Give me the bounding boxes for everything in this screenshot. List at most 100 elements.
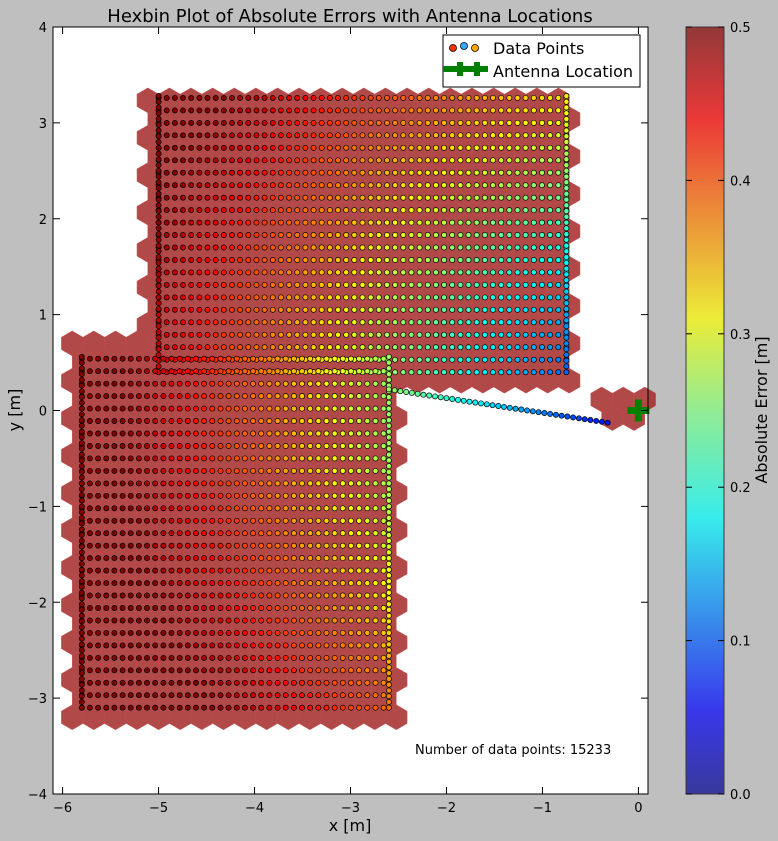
data-point [380, 517, 387, 524]
data-point [212, 157, 219, 164]
data-point [307, 692, 314, 699]
data-point [530, 194, 537, 201]
data-point [522, 232, 529, 238]
data-point [424, 207, 431, 214]
data-point [473, 369, 480, 376]
data-point [307, 530, 314, 537]
colorbar-tick-label: 0.0 [730, 788, 751, 803]
data-point [364, 542, 371, 549]
data-point [294, 207, 301, 214]
data-point [555, 294, 562, 301]
data-point [78, 566, 85, 573]
data-point [449, 281, 456, 288]
data-point [163, 232, 170, 238]
data-point [348, 605, 354, 611]
data-point [302, 257, 309, 263]
data-point [155, 363, 162, 370]
data-point [266, 393, 273, 400]
data-point [86, 555, 93, 562]
legend-data-points-icon [449, 42, 479, 52]
data-point [339, 555, 346, 562]
data-point [380, 430, 387, 437]
data-point [506, 182, 513, 189]
data-point [547, 107, 554, 114]
data-point [233, 418, 240, 424]
data-point [339, 592, 346, 599]
data-point [119, 455, 126, 462]
data-point [277, 294, 284, 301]
data-point [392, 306, 399, 313]
data-point [424, 132, 431, 139]
data-point [152, 679, 159, 686]
data-point [250, 530, 257, 537]
data-point [233, 380, 240, 387]
data-point [318, 194, 325, 201]
data-point [498, 107, 505, 114]
data-point [163, 194, 170, 201]
data-point [335, 207, 341, 214]
data-point [144, 605, 150, 611]
data-point [367, 207, 374, 214]
data-point [250, 418, 257, 424]
data-point [196, 119, 203, 126]
data-point [269, 94, 276, 101]
data-point [457, 157, 464, 164]
data-point [193, 642, 199, 649]
data-point [241, 443, 248, 449]
data-point [282, 679, 289, 686]
data-point [250, 605, 257, 611]
data-point [135, 667, 142, 674]
data-point [290, 605, 297, 611]
data-point [356, 542, 363, 549]
data-point [95, 542, 102, 549]
data-point [457, 194, 464, 201]
data-point [171, 319, 178, 326]
data-point [343, 169, 350, 176]
data-point [522, 281, 529, 288]
data-point [449, 331, 456, 338]
data-point [359, 219, 366, 226]
data-point [384, 294, 390, 301]
data-point [506, 169, 513, 176]
data-point [261, 119, 268, 126]
data-point [135, 393, 142, 400]
data-point [168, 480, 175, 487]
data-point [209, 467, 216, 474]
data-point [266, 430, 273, 437]
data-point [547, 194, 554, 201]
data-point [339, 480, 346, 487]
data-point [359, 182, 366, 189]
data-point [315, 430, 322, 437]
data-point [408, 294, 415, 301]
data-point [318, 94, 325, 101]
data-point [201, 580, 208, 587]
data-point [315, 530, 322, 537]
data-point [331, 692, 338, 699]
data-point [103, 517, 110, 524]
data-point [432, 369, 439, 376]
data-point [481, 281, 488, 288]
data-point [294, 132, 301, 139]
data-point [310, 281, 317, 288]
data-point [506, 269, 513, 276]
data-point [339, 517, 346, 524]
data-point [160, 617, 167, 624]
data-point [180, 119, 186, 126]
data-point [160, 580, 167, 587]
data-point [506, 244, 513, 251]
data-point [245, 232, 252, 238]
data-point [563, 351, 570, 358]
data-point [184, 617, 191, 624]
data-point [563, 231, 570, 238]
data-point [310, 257, 317, 263]
data-point [266, 542, 273, 549]
data-point [323, 418, 330, 424]
data-point [563, 121, 570, 128]
data-point [176, 667, 183, 674]
data-point [160, 567, 167, 574]
data-point [212, 319, 219, 326]
data-point [449, 157, 456, 164]
data-point [547, 410, 554, 417]
data-point [212, 269, 219, 276]
data-point [372, 530, 379, 537]
